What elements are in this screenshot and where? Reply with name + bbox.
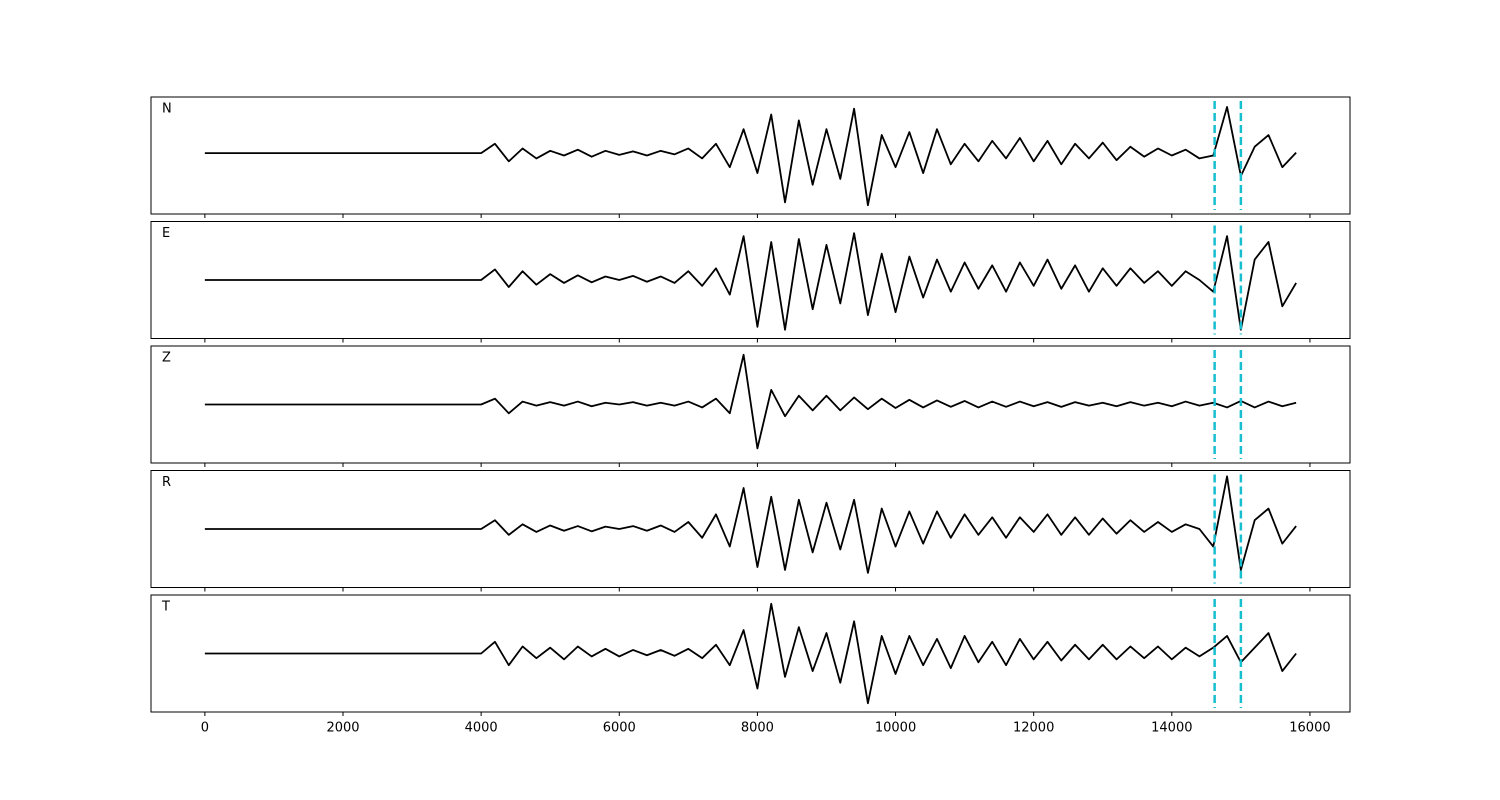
trace <box>204 475 1297 574</box>
x-tick-label: 10000 <box>875 721 916 736</box>
panel-frame <box>150 594 1351 713</box>
x-tick-label: 4000 <box>465 721 498 736</box>
panel-frame <box>150 221 1351 339</box>
panel-frame <box>150 470 1351 588</box>
x-tick-label: 0 <box>201 721 209 736</box>
x-tick-label: 16000 <box>1289 721 1330 736</box>
panel-label: R <box>162 475 171 490</box>
x-tick-label: 12000 <box>1013 721 1054 736</box>
x-tick-label: 2000 <box>326 721 359 736</box>
panel-frame <box>150 96 1351 215</box>
panel-label: E <box>162 226 170 241</box>
trace <box>204 106 1297 207</box>
panel-label: Z <box>162 351 171 366</box>
trace <box>204 353 1297 450</box>
trace <box>204 602 1297 705</box>
panel-label: N <box>162 102 172 117</box>
trace <box>204 232 1297 331</box>
x-tick-label: 14000 <box>1151 721 1192 736</box>
x-tick-label: 6000 <box>603 721 636 736</box>
panel-label: T <box>161 600 170 615</box>
x-tick-label: 8000 <box>741 721 774 736</box>
panel-frame <box>150 345 1351 464</box>
